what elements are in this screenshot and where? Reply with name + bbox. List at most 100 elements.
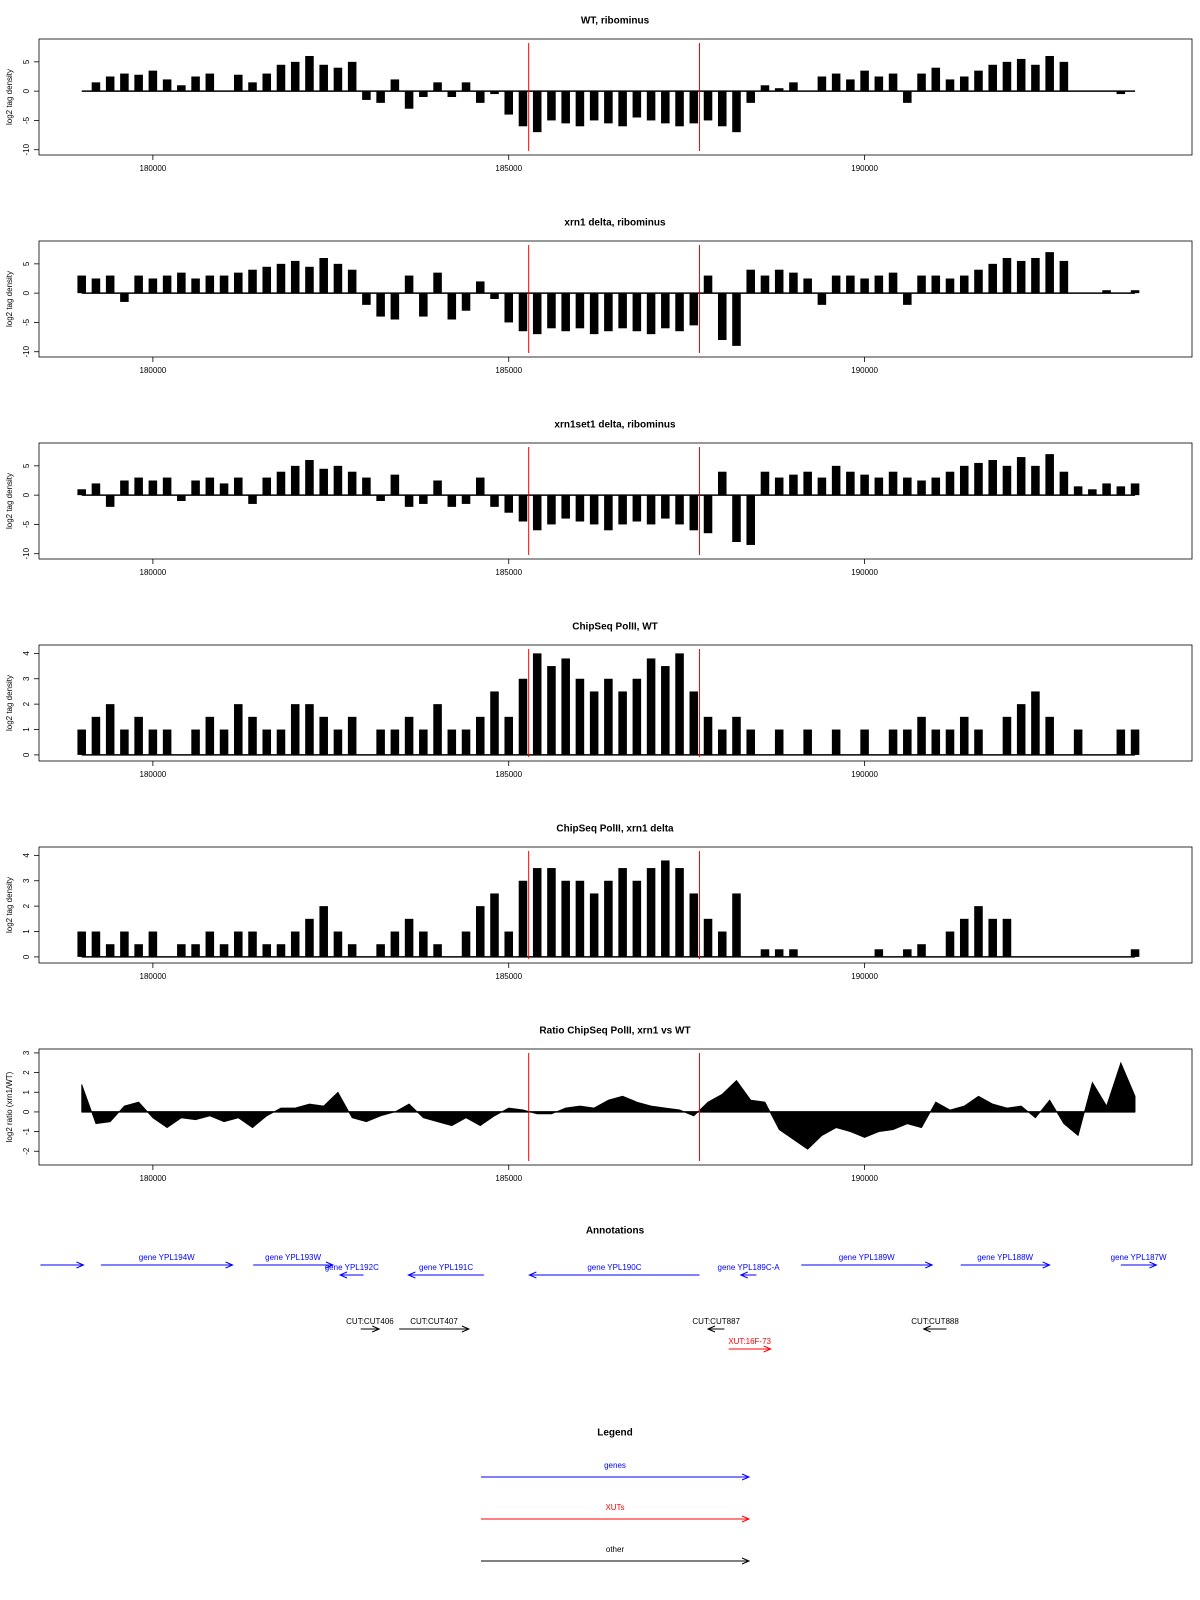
bar (77, 489, 86, 496)
x-tick-label: 180000 (140, 164, 167, 173)
bar (191, 76, 200, 92)
bar (1116, 91, 1126, 95)
bar (746, 729, 755, 755)
bar (134, 74, 143, 92)
bar (148, 70, 158, 92)
bar (376, 91, 385, 103)
bar (703, 918, 713, 957)
feature-label: CUT:CUT407 (410, 1317, 458, 1326)
bar (860, 729, 869, 755)
y-axis-label: log2 tag density (5, 69, 14, 125)
y-tick-label: 0 (22, 954, 31, 959)
bar (148, 931, 158, 957)
bar (419, 91, 428, 97)
bar (874, 76, 884, 92)
feature-label: CUT:CUT888 (911, 1317, 959, 1326)
bar (604, 880, 613, 957)
bar (77, 931, 86, 957)
chart-title: xrn1set1 delta, ribominus (554, 420, 676, 431)
plot-box (38, 846, 1193, 964)
bar (518, 91, 528, 127)
bar (604, 91, 613, 124)
bar (732, 495, 741, 543)
bar (476, 477, 485, 496)
y-tick-label: 1 (22, 929, 31, 934)
bar (290, 260, 300, 294)
bar (547, 666, 556, 755)
bar (974, 269, 983, 294)
bar (703, 495, 713, 534)
bar (120, 480, 129, 496)
y-tick-label: 0 (22, 88, 31, 93)
bar (447, 91, 457, 97)
bar (532, 293, 542, 335)
bar (134, 275, 143, 294)
feature-arrow (922, 1325, 947, 1333)
feature-arrow (1120, 1261, 1158, 1269)
bar (732, 91, 741, 133)
bar (789, 949, 798, 957)
plot-box (38, 1048, 1193, 1166)
bar (717, 91, 727, 127)
y-tick-label: 2 (22, 903, 31, 908)
bar (959, 716, 969, 755)
y-tick-label: 3 (22, 878, 31, 883)
feature-arrow (407, 1271, 484, 1279)
bar (148, 480, 158, 496)
bar (404, 91, 414, 109)
bar (461, 82, 471, 92)
feature-label: CUT:CUT887 (692, 1317, 740, 1326)
bar (305, 704, 314, 755)
bar (1130, 729, 1140, 755)
bar (419, 729, 428, 755)
bar (248, 82, 257, 92)
x-tick-label: 180000 (140, 1174, 167, 1183)
bar (390, 474, 400, 496)
bar (675, 653, 684, 755)
bar (461, 495, 471, 504)
annotations-title: Annotations (586, 1226, 645, 1237)
bar (1016, 260, 1026, 294)
bar (618, 91, 627, 127)
plot-box (38, 240, 1193, 358)
bar (419, 495, 428, 504)
bar (120, 293, 129, 302)
y-axis-label: log2 tag density (5, 877, 14, 933)
bar (661, 495, 670, 519)
bar (817, 293, 827, 305)
y-axis-label: log2 tag density (5, 271, 14, 327)
bar (1031, 64, 1040, 92)
bar (433, 704, 442, 755)
x-tick-label: 185000 (495, 972, 522, 981)
bar (362, 91, 371, 100)
bar (177, 944, 186, 957)
bar (547, 495, 556, 525)
x-tick-label: 190000 (851, 366, 878, 375)
bar (988, 918, 997, 957)
chart-title: ChipSeq PolII, xrn1 delta (556, 824, 674, 835)
y-tick-label: -5 (22, 318, 31, 326)
bar (931, 67, 941, 92)
bar (604, 678, 613, 755)
plot-box (38, 442, 1193, 560)
bar (917, 73, 926, 92)
bar (632, 880, 642, 957)
feature-label: gene YPL187W (1111, 1253, 1167, 1262)
feature-label: gene YPL189C-A (718, 1263, 781, 1272)
bar (703, 275, 713, 294)
y-tick-label: 0 (22, 1109, 31, 1114)
bar (177, 85, 186, 92)
feature-label: gene YPL193W (265, 1253, 321, 1262)
bar (1045, 716, 1054, 755)
bar (703, 716, 713, 755)
bar (404, 495, 414, 507)
bar (205, 716, 215, 755)
bar (575, 880, 585, 957)
bar (262, 944, 272, 957)
feature-label: gene YPL188W (977, 1253, 1033, 1262)
y-tick-label: 5 (22, 261, 31, 266)
feature-label: gene YPL192C (325, 1263, 379, 1272)
bar (447, 729, 457, 755)
